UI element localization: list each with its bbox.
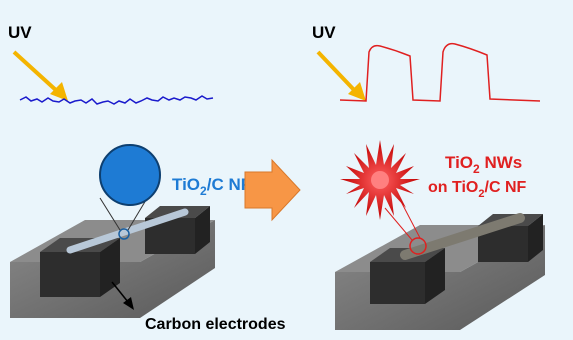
graphic: UV TiO2/C NF Carbon electrodes UV <box>0 0 573 340</box>
burst-core <box>371 171 389 189</box>
label-part: /C NF <box>485 179 527 196</box>
uv-label: UV <box>312 23 336 42</box>
uv-label: UV <box>8 23 32 42</box>
label-part: on TiO <box>428 179 478 196</box>
fiber-cross-section <box>100 145 160 205</box>
label-part: NWs <box>480 153 523 172</box>
electrode-label: Carbon electrodes <box>145 316 286 333</box>
label-part: TiO <box>445 153 473 172</box>
label-part: TiO <box>172 175 200 194</box>
label-part: /C NF <box>207 175 251 194</box>
